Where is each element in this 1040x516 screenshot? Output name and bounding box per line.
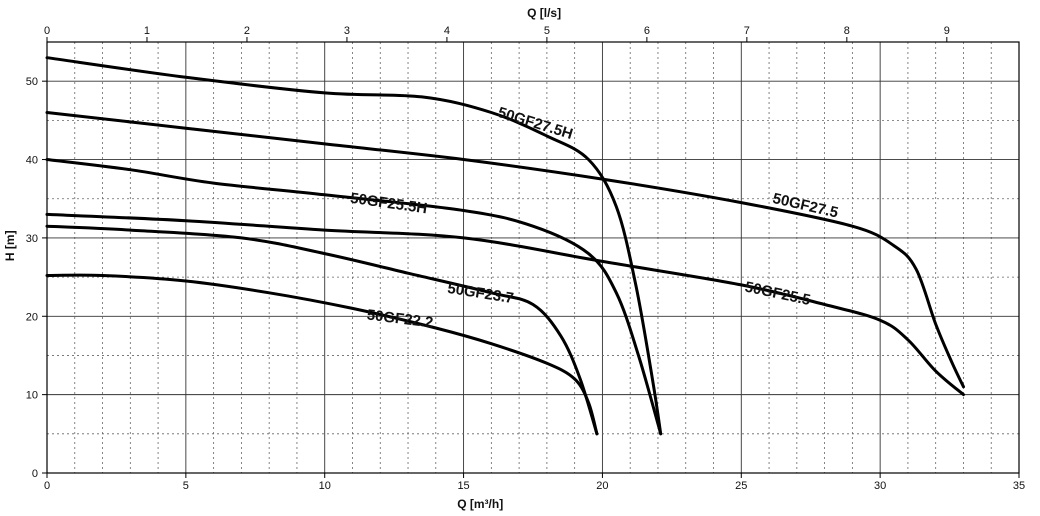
x2-tick-label: 8 [844,25,850,37]
x-tick-label: 30 [874,480,886,492]
x2-tick-label: 0 [44,25,50,37]
y-tick-label: 10 [26,390,38,402]
x-axis-title: Q [m³/h] [457,497,503,511]
curve-label: 50GF22.2 [366,307,434,332]
x2-tick-label: 2 [244,25,250,37]
x-tick-label: 10 [319,480,331,492]
x2-tick-label: 4 [444,25,450,37]
x-tick-label: 20 [596,480,608,492]
curve-50gf23-7 [45,224,599,436]
curve-label: 50GF25.5H [349,190,428,218]
x2-tick-label: 9 [944,25,950,37]
curve-label: 50GF27.5H [496,104,575,143]
secondary-x-axis-title: Q [l/s] [527,6,561,20]
curve-50gf22-2 [45,273,599,436]
curve-50gf25-5h [45,158,663,436]
y-tick-label: 30 [26,233,38,245]
x2-tick-label: 3 [344,25,350,37]
curve-label: 50GF25.5 [743,278,812,309]
y-tick-label: 0 [32,468,38,480]
x-tick-label: 15 [457,480,469,492]
x2-tick-label: 1 [144,25,150,37]
curve-label: 50GF23.7 [446,280,515,307]
x2-tick-label: 6 [644,25,650,37]
x-tick-label: 25 [735,480,747,492]
y-tick-label: 20 [26,311,38,323]
grid [47,42,1019,473]
axis-ticks: 0 5 10 15 20 25 30 35 0 1 2 3 4 5 6 7 8 9 0 10 20 30 40 50 [26,25,1025,492]
y-tick-label: 50 [26,76,38,88]
curve-labels: 50GF27.5H 50GF27.5 50GF25.5H 50GF25.5 50GF23… [349,104,840,331]
curve-50gf27-5h [45,56,663,436]
x2-tick-label: 5 [544,25,550,37]
curve-label: 50GF27.5 [771,190,840,222]
pump-curves [45,56,965,436]
y-tick-label: 40 [26,155,38,167]
x2-tick-label: 7 [744,25,750,37]
x-tick-label: 5 [183,480,189,492]
x-tick-label: 0 [44,480,50,492]
curve-50gf27-5 [45,111,965,389]
plot-area-frame [46,41,1020,474]
curve-50gf25-5 [45,212,965,397]
y-axis-title: H [m] [3,230,17,261]
x-tick-label: 35 [1013,480,1025,492]
